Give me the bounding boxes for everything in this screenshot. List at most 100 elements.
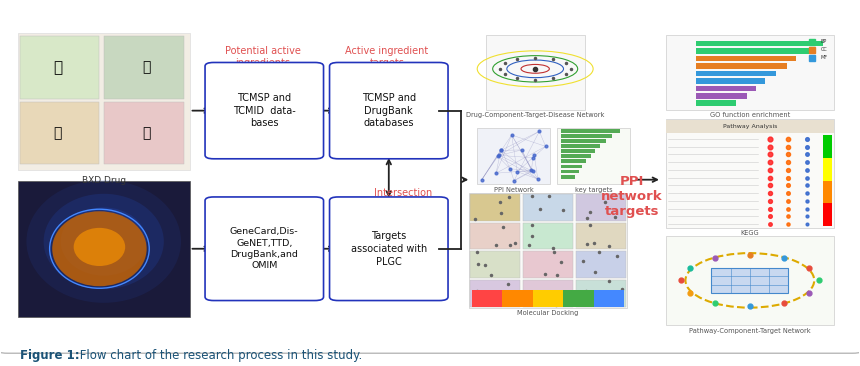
Ellipse shape [27,180,181,303]
Bar [823,135,832,158]
Bar [696,56,796,61]
Bar [104,36,184,99]
Bar [823,180,832,203]
Point [800,144,814,150]
FancyBboxPatch shape [329,63,448,159]
Text: 🌿: 🌿 [52,60,62,75]
Bar [470,251,519,278]
Text: GeneCard,Dis-
GeNET,TTD,
DrugBank,and
OMIM: GeneCard,Dis- GeNET,TTD, DrugBank,and OM… [230,227,298,270]
Point [525,168,538,173]
Point [782,167,796,173]
Text: 🍎: 🍎 [143,126,150,140]
Text: key targets: key targets [574,187,612,193]
Bar [557,128,630,184]
Point [782,144,796,150]
Point [763,206,777,212]
Bar [696,71,776,76]
Text: Active ingredient
targets: Active ingredient targets [346,46,428,68]
Bar [533,290,563,307]
Point [763,167,777,173]
Point [782,136,796,142]
Bar [696,93,746,98]
Point [800,159,814,165]
Bar [696,41,823,46]
Ellipse shape [44,194,164,289]
Text: Targets
associated with
PLGC: Targets associated with PLGC [351,231,427,266]
Point [503,166,517,172]
Point [763,182,777,188]
Point [763,152,777,157]
Point [800,221,814,227]
Bar [18,33,189,170]
Bar [561,129,620,132]
Point [494,147,508,153]
Point [527,152,541,158]
Point [525,168,539,174]
Text: Pathway-Component-Target Network: Pathway-Component-Target Network [689,328,811,334]
Text: MF: MF [820,55,827,60]
Bar [711,268,789,293]
Point [763,190,777,196]
Text: Molecular Docking: Molecular Docking [518,310,579,316]
Text: PPI Network: PPI Network [494,187,533,193]
Point [491,153,505,159]
Point [538,143,552,149]
Point [532,128,546,134]
Bar [561,139,605,143]
Point [507,178,521,184]
Point [800,152,814,157]
Point [515,147,529,153]
Bar [561,149,595,153]
Point [505,132,519,138]
Bar [563,290,593,307]
Bar [823,158,832,180]
Bar [561,165,582,168]
Text: 🌱: 🌱 [143,60,150,74]
Point [489,170,503,176]
Text: 🍄: 🍄 [53,126,62,140]
Bar [523,251,573,278]
Bar [593,290,624,307]
Text: KEGG: KEGG [740,230,759,236]
Bar [696,48,809,54]
Bar [666,35,833,110]
Bar [104,101,184,164]
Point [782,182,796,188]
Point [493,152,507,158]
Text: BP: BP [820,39,827,44]
Text: Flow chart of the research process in this study.: Flow chart of the research process in th… [77,349,363,362]
Bar [666,236,833,325]
Point [763,213,777,219]
Bar [696,101,736,106]
Bar [470,223,519,250]
Bar [666,120,833,132]
Point [475,177,488,183]
Text: CC: CC [820,47,827,52]
Point [782,221,796,227]
Point [494,147,507,153]
Text: Pathway Analysis: Pathway Analysis [722,124,777,128]
Point [800,136,814,142]
Bar [561,154,591,158]
Bar [561,134,612,138]
Ellipse shape [52,211,147,286]
Point [800,182,814,188]
Bar [666,119,833,228]
Bar [477,128,550,184]
Bar [20,101,99,164]
Point [782,190,796,196]
Bar [696,86,756,91]
FancyBboxPatch shape [205,197,323,300]
Bar [523,194,573,221]
Bar [523,223,573,250]
Text: Intersection
targets: Intersection targets [374,188,433,210]
Point [782,206,796,212]
Point [800,190,814,196]
Point [782,198,796,204]
Point [763,159,777,165]
Text: BXD Drug: BXD Drug [82,176,126,185]
Point [763,136,777,142]
Ellipse shape [74,228,126,266]
Point [510,169,524,175]
Bar [470,194,519,221]
